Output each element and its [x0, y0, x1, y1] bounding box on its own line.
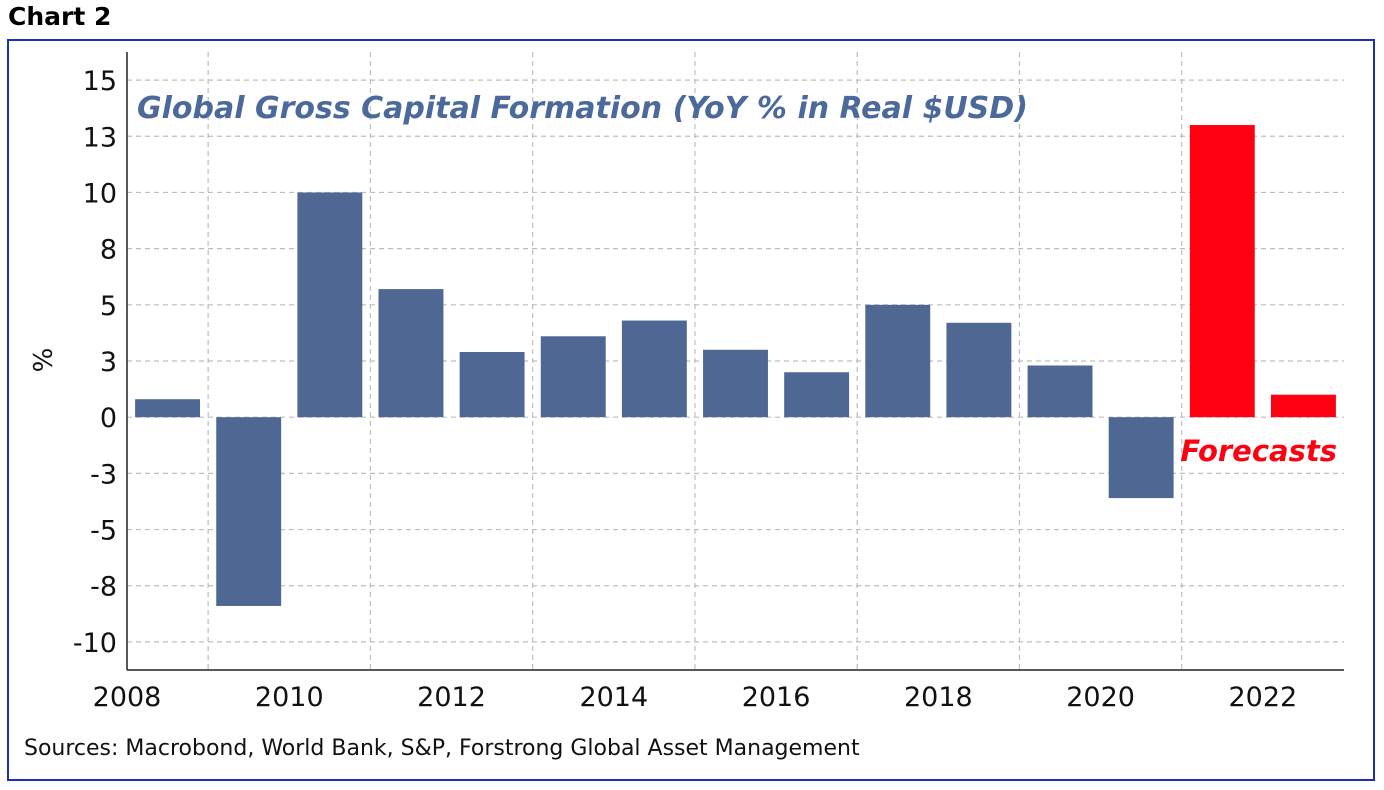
bar-2013	[540, 336, 606, 418]
bar-2014	[621, 320, 687, 418]
y-tick-label: -3	[90, 459, 117, 490]
bar-2016	[784, 372, 850, 418]
x-tick-label: 2018	[904, 682, 973, 713]
y-tick-label: -8	[90, 572, 117, 603]
bar-2012	[459, 352, 525, 418]
y-tick-label: 13	[83, 122, 117, 153]
y-tick-label: -5	[90, 516, 117, 547]
x-tick-label: 2008	[93, 682, 162, 713]
chart-heading: Chart 2	[8, 2, 112, 31]
bars	[135, 125, 1336, 606]
x-tick-label: 2020	[1066, 682, 1135, 713]
bar-2010	[297, 192, 363, 418]
bar-2020	[1108, 417, 1174, 499]
y-tick-label: 15	[83, 66, 117, 97]
chart-frame	[7, 39, 1375, 781]
y-tick-label: 8	[100, 235, 117, 266]
x-tick-label: 2016	[742, 682, 811, 713]
y-tick-label: -10	[73, 628, 117, 659]
forecast-bar-2022	[1270, 394, 1336, 418]
forecast-bar-2021	[1189, 125, 1255, 418]
bar-2017	[865, 304, 931, 418]
y-tick-label: 5	[100, 291, 117, 322]
y-tick-label: 10	[83, 178, 117, 209]
x-tick-label: 2014	[579, 682, 648, 713]
bar-2018	[946, 322, 1012, 418]
x-tick-label: 2010	[255, 682, 324, 713]
bar-2019	[1027, 365, 1093, 418]
bar-2011	[378, 289, 444, 418]
chart-title: Global Gross Capital Formation (YoY % in…	[137, 91, 1028, 126]
bar-2008	[135, 399, 201, 418]
forecasts-annotation: Forecasts	[1180, 434, 1337, 468]
axes: -10 -8 -5 -3 0 3 5 8 10 13 15 2008 2010 2012 2014 2016 2…	[73, 52, 1344, 713]
x-tick-label: 2022	[1229, 682, 1298, 713]
x-tick-label: 2012	[417, 682, 486, 713]
y-axis-label: %	[29, 348, 59, 373]
bar-2009	[216, 417, 282, 606]
y-tick-label: 0	[100, 403, 117, 434]
source-note: Sources: Macrobond, World Bank, S&P, For…	[24, 736, 860, 761]
y-tick-label: 3	[100, 347, 117, 378]
bar-2015	[703, 349, 768, 418]
